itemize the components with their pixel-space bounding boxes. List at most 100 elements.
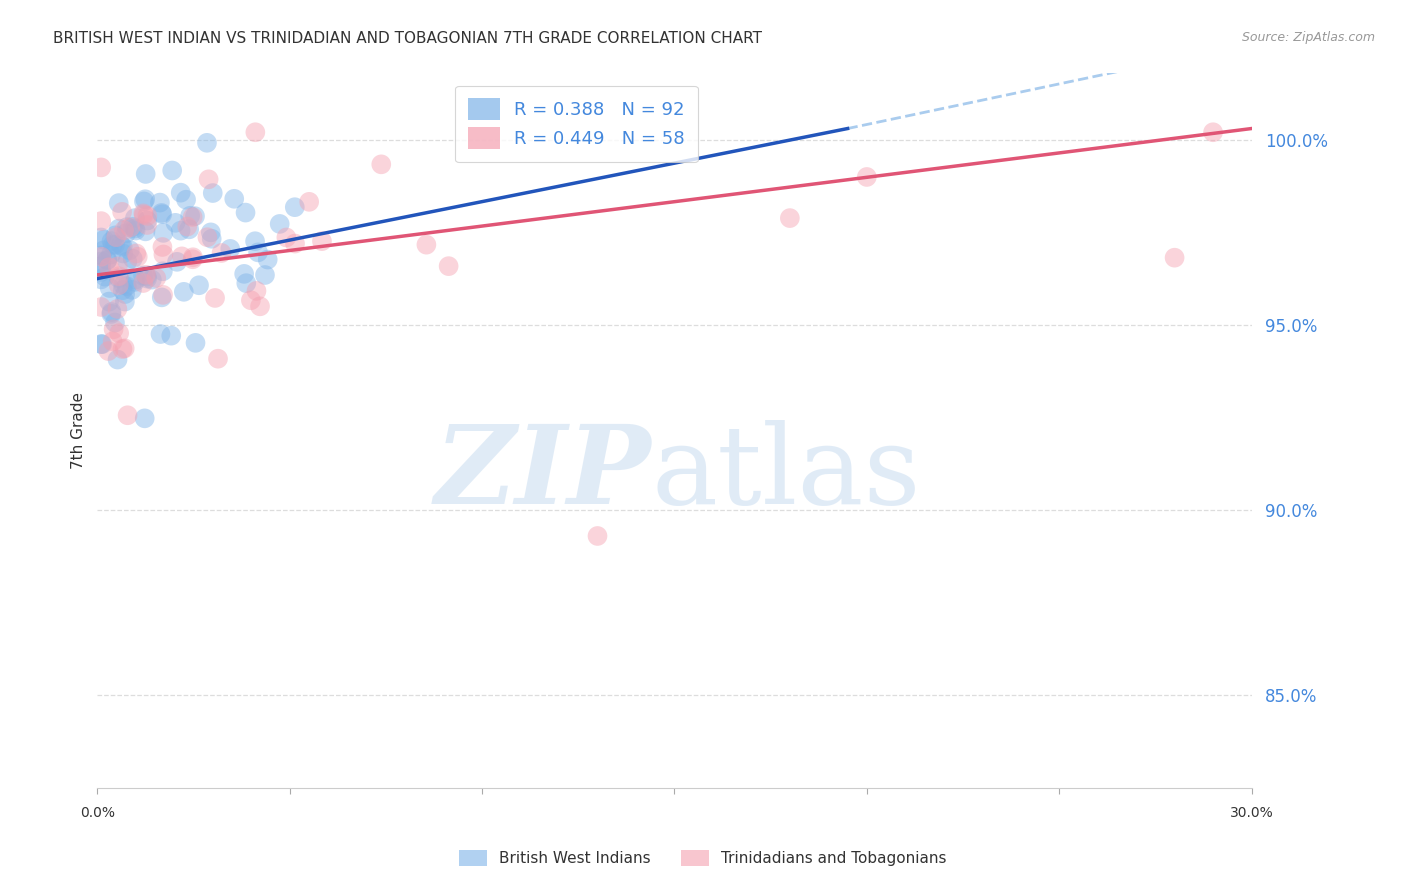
Point [114, 294, 136, 309]
Point [101, 237, 124, 252]
Point [90, 230, 112, 244]
Point [779, 211, 801, 226]
Point [108, 271, 131, 285]
Point [150, 290, 173, 304]
Point [132, 276, 155, 290]
Point [284, 200, 307, 214]
Point [134, 192, 156, 206]
Point [233, 267, 256, 281]
Point [90, 259, 112, 273]
Point [184, 335, 207, 350]
Point [121, 252, 143, 266]
Point [245, 125, 267, 139]
Point [97, 344, 120, 359]
Point [132, 268, 155, 283]
Point [204, 291, 226, 305]
Point [94, 269, 117, 284]
Point [370, 157, 392, 171]
Point [101, 334, 124, 349]
Point [104, 238, 127, 252]
Point [114, 342, 136, 356]
Point [152, 240, 174, 254]
Y-axis label: 7th Grade: 7th Grade [72, 392, 86, 469]
Point [184, 209, 207, 223]
Point [90, 214, 112, 228]
Point [98, 260, 121, 275]
Point [90, 272, 112, 286]
Point [141, 272, 163, 286]
Point [93, 233, 115, 247]
Point [118, 243, 141, 257]
Point [152, 288, 174, 302]
Point [90, 254, 112, 268]
Point [160, 328, 183, 343]
Point [179, 222, 201, 236]
Point [112, 246, 135, 260]
Point [125, 272, 148, 286]
Point [253, 268, 276, 282]
Point [195, 136, 218, 150]
Point [150, 206, 173, 220]
Point [108, 269, 131, 284]
Point [112, 277, 135, 292]
Point [107, 352, 129, 367]
Point [124, 223, 146, 237]
Point [224, 192, 246, 206]
Point [311, 234, 333, 248]
Point [90, 248, 112, 262]
Point [98, 294, 121, 309]
Point [104, 228, 127, 243]
Point [201, 186, 224, 200]
Point [243, 234, 266, 248]
Point [415, 237, 437, 252]
Point [247, 245, 270, 260]
Point [125, 246, 148, 260]
Point [96, 252, 118, 267]
Point [132, 206, 155, 220]
Point [1202, 125, 1225, 139]
Point [211, 246, 233, 260]
Point [174, 193, 197, 207]
Point [90, 300, 112, 314]
Point [124, 211, 146, 225]
Point [105, 230, 128, 244]
Text: ZIP: ZIP [434, 419, 651, 527]
Text: BRITISH WEST INDIAN VS TRINIDADIAN AND TOBAGONIAN 7TH GRADE CORRELATION CHART: BRITISH WEST INDIAN VS TRINIDADIAN AND T… [53, 31, 762, 46]
Point [111, 240, 134, 254]
Point [269, 217, 291, 231]
Point [104, 316, 127, 330]
Point [100, 247, 122, 261]
Point [145, 271, 167, 285]
Point [100, 307, 122, 321]
Point [91, 337, 114, 351]
Point [111, 283, 134, 297]
Point [173, 285, 195, 299]
Legend: British West Indians, Trinidadians and Tobagonians: British West Indians, Trinidadians and T… [451, 842, 955, 873]
Point [108, 221, 131, 235]
Point [108, 326, 131, 340]
Point [284, 236, 307, 251]
Point [239, 293, 262, 308]
Point [152, 247, 174, 261]
Point [103, 322, 125, 336]
Point [245, 284, 267, 298]
Point [90, 161, 112, 175]
Point [181, 210, 204, 224]
Point [256, 252, 278, 267]
Point [90, 250, 112, 264]
Point [166, 255, 188, 269]
Point [114, 287, 136, 301]
Point [188, 278, 211, 293]
Point [90, 265, 112, 279]
Point [115, 227, 138, 241]
Point [160, 163, 183, 178]
Point [96, 253, 118, 268]
Point [136, 209, 159, 223]
Point [134, 224, 156, 238]
Point [201, 232, 224, 246]
Point [111, 204, 134, 219]
Point [134, 411, 156, 425]
Point [197, 172, 219, 186]
Text: 30.0%: 30.0% [1230, 805, 1274, 820]
Text: 0.0%: 0.0% [80, 805, 115, 820]
